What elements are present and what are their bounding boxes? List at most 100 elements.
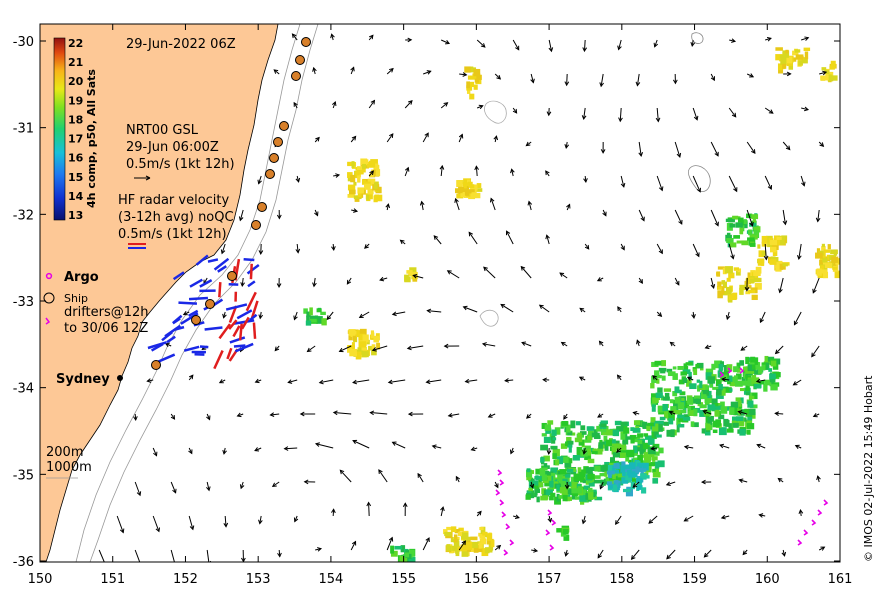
current-arrow: [801, 36, 810, 41]
sst-pixel: [654, 374, 662, 379]
sst-pixel: [613, 469, 620, 474]
sst-pixel: [616, 426, 624, 432]
current-arrow: [385, 203, 391, 211]
sst-pixel: [699, 380, 703, 389]
sst-pixel: [652, 458, 656, 462]
sst-pixel: [622, 488, 631, 493]
sst-pixel: [635, 466, 640, 473]
sst-pixel: [632, 462, 637, 469]
sst-pixel: [464, 66, 471, 73]
sst-pixel: [642, 442, 650, 450]
current-arrow: [339, 469, 352, 483]
sst-pixel: [777, 63, 784, 71]
sst-pixel: [367, 188, 374, 195]
sst-pixel: [744, 408, 750, 414]
sst-pixel: [625, 455, 630, 462]
sst-pixel: [737, 400, 742, 407]
sst-pixel: [682, 416, 691, 421]
sst-pixel: [677, 365, 684, 370]
current-arrow: [653, 39, 659, 48]
sst-pixel: [586, 467, 593, 474]
sst-pixel: [547, 487, 555, 492]
sst-pixel: [534, 489, 538, 496]
isobath-200-label: 200m: [46, 445, 83, 460]
sst-pixel: [611, 446, 617, 455]
current-arrow: [433, 235, 442, 245]
radar-vector: [246, 263, 260, 275]
sst-pixel: [364, 183, 371, 190]
current-arrow: [728, 107, 737, 118]
current-arrow: [797, 243, 802, 260]
current-arrow: [152, 447, 158, 457]
sst-pixel: [622, 471, 626, 477]
sst-pixel: [564, 443, 573, 448]
sst-pixel: [541, 474, 547, 481]
sst-pixel: [543, 455, 550, 462]
sst-pixel: [567, 431, 573, 436]
sst-pixel: [559, 469, 567, 475]
sst-pixel: [640, 473, 647, 480]
current-arrow: [133, 413, 138, 422]
gsl-scale-arrow-icon: [134, 175, 151, 181]
sst-pixel: [542, 495, 549, 500]
sst-pixel: [651, 404, 656, 412]
sst-pixel: [532, 480, 539, 486]
sst-pixel: [687, 405, 695, 414]
sst-pixel: [731, 416, 738, 423]
sst-pixel: [775, 264, 782, 272]
current-arrow: [295, 243, 301, 254]
sst-pixel: [721, 280, 726, 285]
sst-pixel: [747, 364, 756, 372]
sst-pixel: [579, 431, 587, 435]
sst-pixel: [772, 250, 778, 257]
sst-pixel: [361, 179, 366, 185]
sst-pixel: [732, 292, 738, 300]
sst-pixel: [745, 356, 750, 365]
current-arrow: [333, 173, 341, 178]
current-arrow: [206, 481, 211, 492]
sst-pixel: [672, 409, 680, 415]
colorbar-tick-label: 16: [68, 152, 84, 165]
drifter-point: [499, 479, 505, 486]
sst-pixel: [755, 266, 762, 274]
current-arrow: [582, 39, 588, 53]
radar-vector: [204, 326, 223, 331]
current-arrow: [584, 243, 590, 250]
sst-pixel: [662, 404, 668, 412]
lon-tick-label: 151: [100, 572, 125, 587]
sst-pixel: [444, 532, 452, 537]
current-arrow: [729, 38, 737, 43]
sst-pixel: [701, 428, 706, 434]
sst-pixel: [597, 465, 604, 472]
sst-pixel: [566, 440, 574, 445]
sst-pixel: [545, 489, 553, 496]
sst-pixel: [739, 388, 745, 392]
current-arrow: [777, 477, 784, 483]
current-arrow: [454, 197, 460, 211]
current-arrow: [464, 378, 478, 384]
current-arrow: [315, 547, 323, 552]
current-arrow: [725, 311, 731, 321]
sst-pixel: [740, 397, 744, 404]
sst-pixel: [763, 383, 768, 392]
sst-pixel: [613, 463, 620, 469]
current-arrow: [293, 101, 298, 109]
current-arrow: [512, 107, 518, 114]
current-arrow: [222, 311, 227, 319]
sst-pixel: [732, 422, 739, 428]
lat-tick-label: -36: [13, 555, 34, 570]
current-arrow: [423, 70, 432, 75]
current-arrow: [656, 243, 663, 255]
drifter-point: [547, 509, 553, 516]
sst-pixel: [728, 423, 733, 430]
sst-pixel: [541, 422, 547, 429]
current-arrow: [368, 99, 376, 109]
sst-pixel: [773, 372, 781, 378]
current-arrow: [765, 36, 772, 42]
sst-pixel: [347, 345, 355, 349]
current-arrow: [674, 277, 680, 286]
radar-vector: [178, 301, 197, 305]
sst-pixel: [566, 424, 571, 433]
current-arrow: [440, 506, 445, 517]
sst-pixel: [540, 457, 545, 463]
